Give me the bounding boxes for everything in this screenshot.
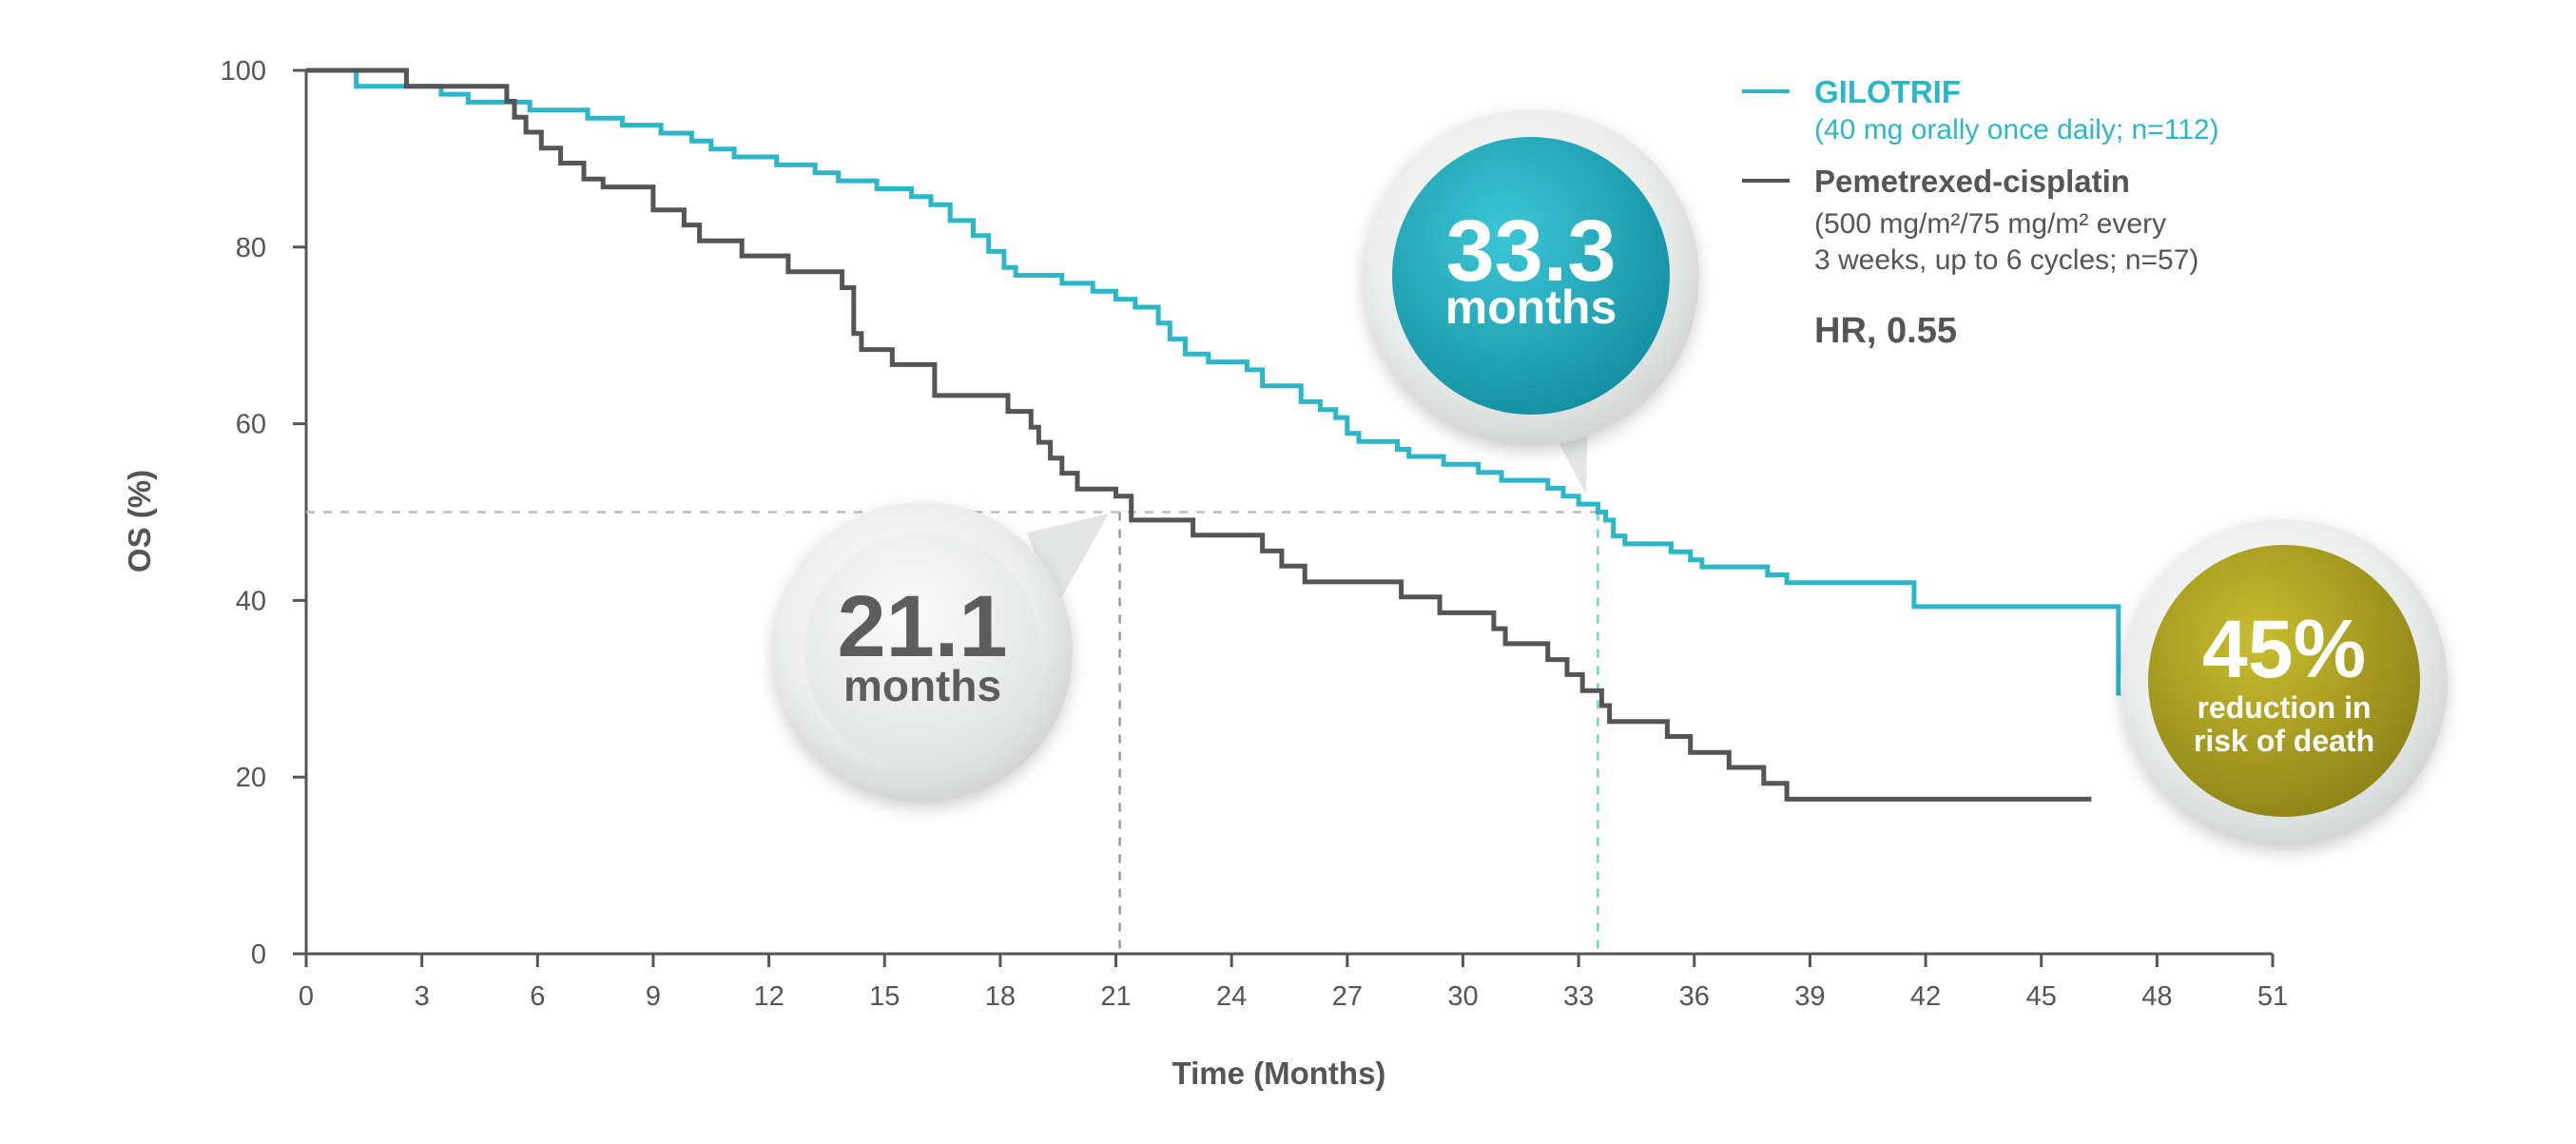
gilotrif-median-bubble: 33.3 months	[1363, 109, 1699, 494]
x-tick-label: 12	[753, 981, 784, 1012]
series-line-gilotrif	[306, 68, 2126, 696]
x-axis-title: Time (Months)	[1172, 1056, 1386, 1091]
legend-desc-pemetrexed: (500 mg/m²/75 mg/m² every 3 weeks, up to…	[1814, 208, 2198, 276]
median-guides	[306, 511, 1599, 954]
pemetrexed-median-bubble: 21.1 months	[772, 502, 1109, 803]
risk-reduction-line1: reduction in	[2197, 690, 2371, 725]
series-layer	[306, 68, 2126, 802]
legend-title-gilotrif: GILOTRIF	[1814, 74, 1961, 109]
x-tick-label: 33	[1563, 981, 1594, 1012]
x-tick-label: 45	[2026, 981, 2057, 1012]
gilotrif-bubble-core	[1392, 137, 1670, 415]
y-tick-label: 100	[221, 56, 266, 87]
x-tick-label: 27	[1332, 981, 1363, 1012]
x-tick-label: 3	[415, 981, 430, 1012]
legend-desc-pemetrexed-line1: (500 mg/m²/75 mg/m² every	[1814, 208, 2166, 240]
x-tick-label: 6	[530, 981, 545, 1012]
y-axis-title: OS (%)	[122, 470, 157, 572]
x-tick-label: 42	[1910, 981, 1941, 1012]
y-tick-label: 20	[236, 763, 266, 793]
risk-reduction-bubble-core	[2148, 545, 2420, 817]
pemetrexed-median-value: 21.1	[837, 578, 1007, 675]
legend-desc-pemetrexed-line2: 3 weeks, up to 6 cycles; n=57)	[1814, 244, 2198, 276]
legend: GILOTRIF (40 mg orally once daily; n=112…	[1742, 74, 2219, 351]
axes: 0 3 6 9 12 15 18 21 24 27 30 33 36 39 42 45 48 5102040608…	[221, 56, 2289, 1012]
pemetrexed-bubble-core	[804, 533, 1040, 768]
series-line-pemetrexed-cisplatin	[306, 68, 2092, 802]
hazard-ratio-label: HR, 0.55	[1814, 311, 1957, 351]
y-tick-label: 40	[236, 586, 266, 616]
risk-reduction-value: 45%	[2202, 604, 2366, 695]
x-tick-label: 30	[1447, 981, 1478, 1012]
x-tick-label: 39	[1794, 981, 1825, 1012]
x-tick-label: 51	[2257, 981, 2288, 1012]
risk-reduction-line2: risk of death	[2194, 724, 2374, 758]
x-tick-label: 18	[985, 981, 1016, 1012]
y-tick-label: 60	[236, 410, 266, 440]
y-tick-label: 80	[236, 233, 266, 263]
x-tick-label: 9	[646, 981, 661, 1012]
y-tick-label: 0	[251, 940, 266, 970]
pemetrexed-median-unit: months	[843, 661, 1001, 710]
legend-desc-gilotrif: (40 mg orally once daily; n=112)	[1814, 114, 2219, 145]
x-tick-label: 21	[1100, 981, 1131, 1012]
x-tick-label: 36	[1679, 981, 1710, 1012]
x-tick-label: 48	[2141, 981, 2172, 1012]
gilotrif-median-unit: months	[1445, 281, 1617, 334]
x-tick-label: 0	[299, 981, 314, 1012]
x-tick-label: 24	[1216, 981, 1247, 1012]
legend-title-pemetrexed: Pemetrexed-cisplatin	[1814, 164, 2130, 199]
x-tick-label: 15	[869, 981, 900, 1012]
gilotrif-median-value: 33.3	[1445, 203, 1616, 300]
risk-reduction-bubble: 45% reduction in risk of death	[2121, 519, 2448, 846]
